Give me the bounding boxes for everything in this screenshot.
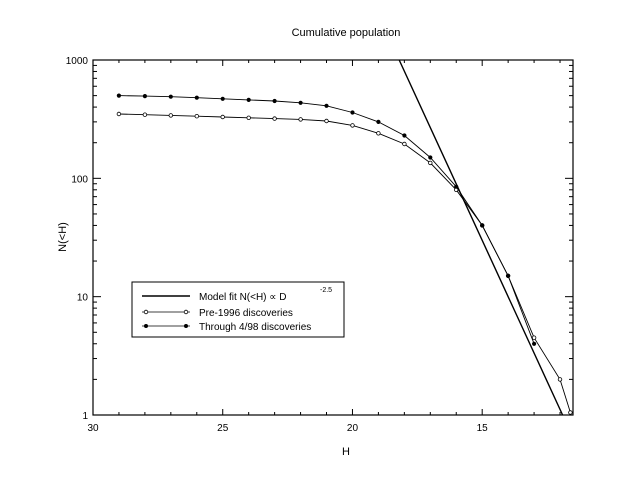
series-through-4-98-point	[168, 94, 173, 99]
series-pre-1996-point	[376, 131, 381, 136]
series-through-4-98-point	[350, 110, 355, 115]
series-pre-1996-point	[402, 141, 407, 147]
legend-marker-through-4-98-right	[184, 324, 188, 328]
series-layer	[116, 59, 573, 416]
series-through-4-98-point	[506, 273, 511, 278]
series-pre-1996-point	[272, 116, 277, 121]
series-through-4-98-point	[298, 100, 303, 105]
series-pre-1996-point	[220, 114, 225, 120]
series-through-4-98-point	[116, 93, 121, 98]
legend-label-pre-1996: Pre-1996 discoveries	[199, 308, 293, 319]
y-axis-label: N(<H)	[57, 222, 69, 252]
series-through-4-98-point	[142, 94, 147, 99]
series-through-4-98-point	[454, 184, 459, 189]
series-pre-1996-point	[194, 113, 199, 119]
chart-title: Cumulative population	[292, 27, 401, 39]
series-pre-1996-point	[557, 377, 563, 382]
series-through-4-98-point	[376, 119, 381, 124]
series-through-4-98-point	[532, 341, 537, 346]
legend: Model fit N(<H) ∝ D -2.5 Pre-1996 discov…	[131, 281, 345, 338]
series-model-fit-line	[398, 59, 564, 416]
series-through-4-98-point	[246, 97, 251, 102]
legend-box	[131, 281, 345, 338]
series-pre-1996	[116, 111, 573, 415]
legend-marker-pre-1996-right	[183, 309, 189, 315]
series-pre-1996-line	[118, 113, 571, 413]
series-through-4-98-point	[194, 95, 199, 100]
x-tick-label: 25	[217, 423, 229, 434]
series-pre-1996-point	[116, 111, 122, 117]
legend-label-model-fit-exponent: -2.5	[320, 287, 332, 294]
y-tick-label: 100	[71, 174, 88, 185]
series-pre-1996-point	[568, 410, 573, 415]
series-pre-1996-point	[350, 123, 355, 128]
y-axis-ticks: 1 10 100 1000	[66, 56, 573, 422]
x-tick-label: 15	[477, 423, 489, 434]
series-through-4-98-point	[324, 103, 329, 108]
y-tick-label: 1000	[66, 56, 89, 67]
x-axis-label: H	[342, 446, 350, 458]
y-tick-label: 10	[77, 293, 89, 304]
legend-marker-through-4-98-left	[144, 324, 148, 328]
series-model-fit	[398, 59, 564, 416]
plot-frame	[92, 59, 574, 416]
series-pre-1996-point	[428, 160, 433, 166]
series-pre-1996-point	[246, 115, 251, 120]
series-pre-1996-point	[168, 113, 173, 118]
series-pre-1996-point	[324, 118, 329, 124]
series-pre-1996-point	[531, 335, 537, 340]
plot-area	[92, 59, 574, 416]
x-tick-label: 20	[347, 423, 359, 434]
series-through-4-98-point	[402, 133, 407, 138]
series-through-4-98	[116, 93, 537, 346]
series-through-4-98-point	[428, 155, 433, 160]
legend-label-model-fit: Model fit N(<H) ∝ D	[199, 292, 286, 303]
series-pre-1996-point	[142, 112, 148, 117]
legend-marker-pre-1996-left	[143, 309, 149, 315]
x-tick-label: 30	[87, 423, 99, 434]
series-pre-1996-point	[298, 117, 303, 122]
series-through-4-98-point	[220, 96, 225, 101]
legend-label-through-4-98: Through 4/98 discoveries	[199, 322, 311, 333]
y-tick-label: 1	[82, 411, 88, 422]
x-axis-ticks: 30 25 20 15	[87, 60, 561, 434]
series-through-4-98-point	[272, 98, 277, 104]
series-through-4-98-point	[480, 223, 485, 228]
